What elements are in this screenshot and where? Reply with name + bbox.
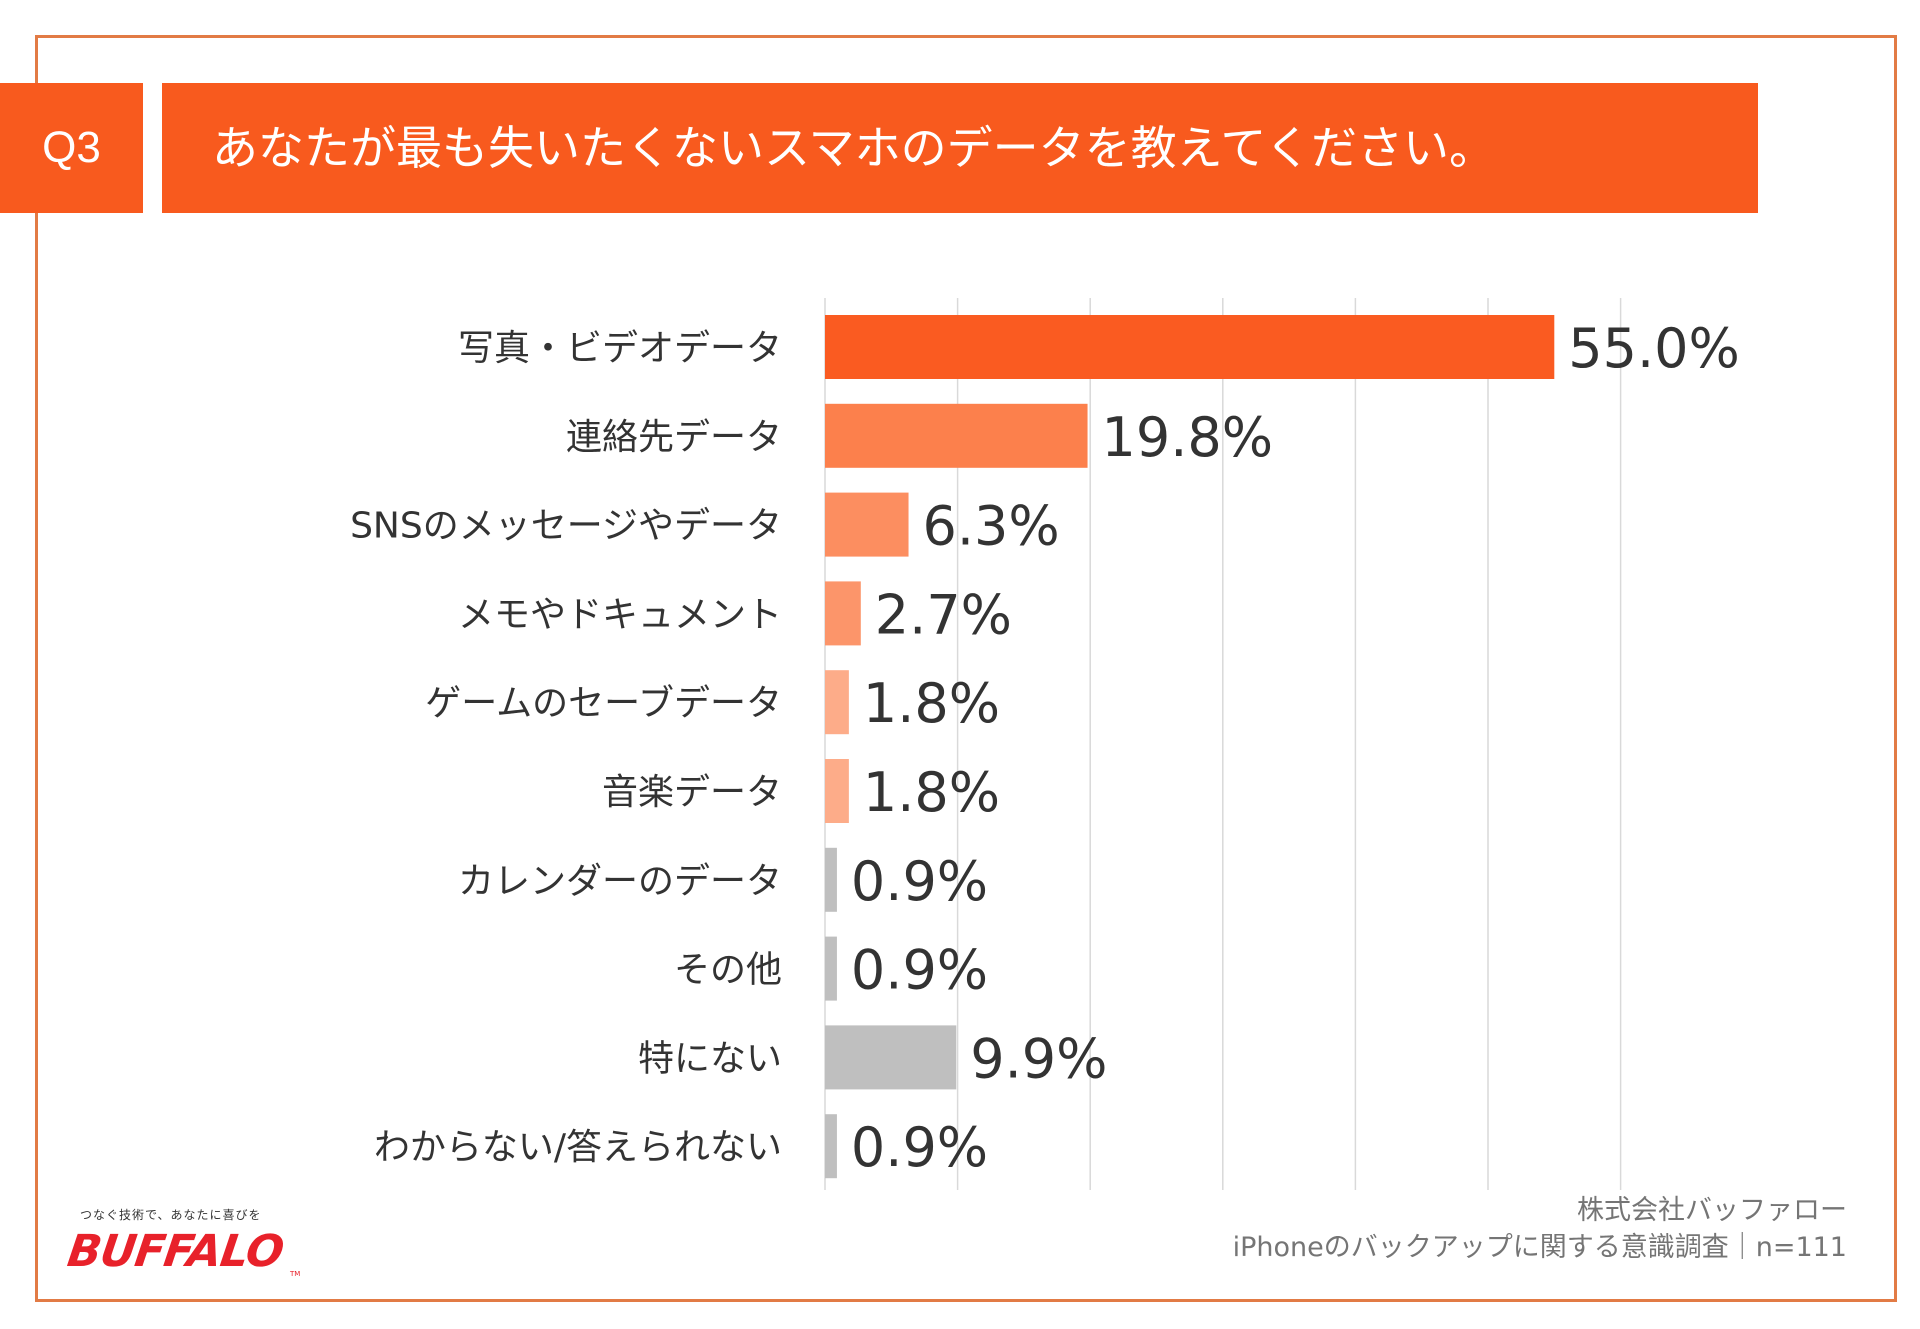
value-label-5: 1.8% [863,761,1000,824]
buffalo-logo: つなぐ技術で、あなたに喜びを BUFFALO TM [64,1198,301,1283]
value-label-9: 0.9% [851,1116,988,1179]
bar-0 [825,315,1555,379]
logo-wordmark: BUFFALO [64,1226,287,1277]
label-layer: 写真・ビデオデータ 55.0% 連絡先データ 19.8% SNSのメッセージやデータ 6.… [350,317,1740,1179]
category-label-9: わからない/答えられない [374,1127,782,1168]
category-label-6: カレンダーのデータ [458,861,782,902]
category-label-4: ゲームのセーブデータ [425,683,782,724]
question-badge: Q3 [0,83,143,213]
value-label-0: 55.0% [1568,317,1740,380]
category-label-1: 連絡先データ [566,417,782,458]
value-label-6: 0.9% [851,850,988,913]
bar-6 [825,847,837,912]
value-label-1: 19.8% [1102,406,1274,469]
category-label-5: 音楽データ [602,772,782,813]
logo-tagline: つなぐ技術で、あなたに喜びを [80,1208,262,1222]
category-label-7: その他 [674,950,782,991]
bar-7 [825,936,837,1001]
category-label-0: 写真・ビデオデータ [458,328,782,369]
question-title: あなたが最も失いたくないスマホのデータを教えてください。 [162,83,1758,213]
outer-frame [35,35,1897,1302]
logo-trademark: TM [290,1270,301,1278]
bar-layer [825,315,1555,1179]
bar-9 [825,1114,837,1179]
footer-company: 株式会社バッファロー [1577,1195,1847,1226]
category-label-8: 特にない [638,1038,782,1079]
footer-survey: iPhoneのバックアップに関する意識調査｜n=111 [1232,1232,1847,1263]
bar-3 [825,581,861,646]
footer-source: 株式会社バッファロー iPhoneのバックアップに関する意識調査｜n=111 [1233,1192,1847,1266]
category-label-2: SNSのメッセージやデータ [350,506,782,547]
value-label-4: 1.8% [863,672,1000,735]
value-label-3: 2.7% [875,583,1012,646]
bar-5 [825,759,849,823]
category-label-3: メモやドキュメント [458,594,782,635]
bar-2 [825,492,909,557]
bar-4 [825,670,849,735]
bar-8 [825,1025,957,1090]
bar-1 [825,403,1088,468]
value-label-8: 9.9% [970,1027,1107,1090]
value-label-7: 0.9% [851,939,988,1002]
value-label-2: 6.3% [923,495,1060,558]
